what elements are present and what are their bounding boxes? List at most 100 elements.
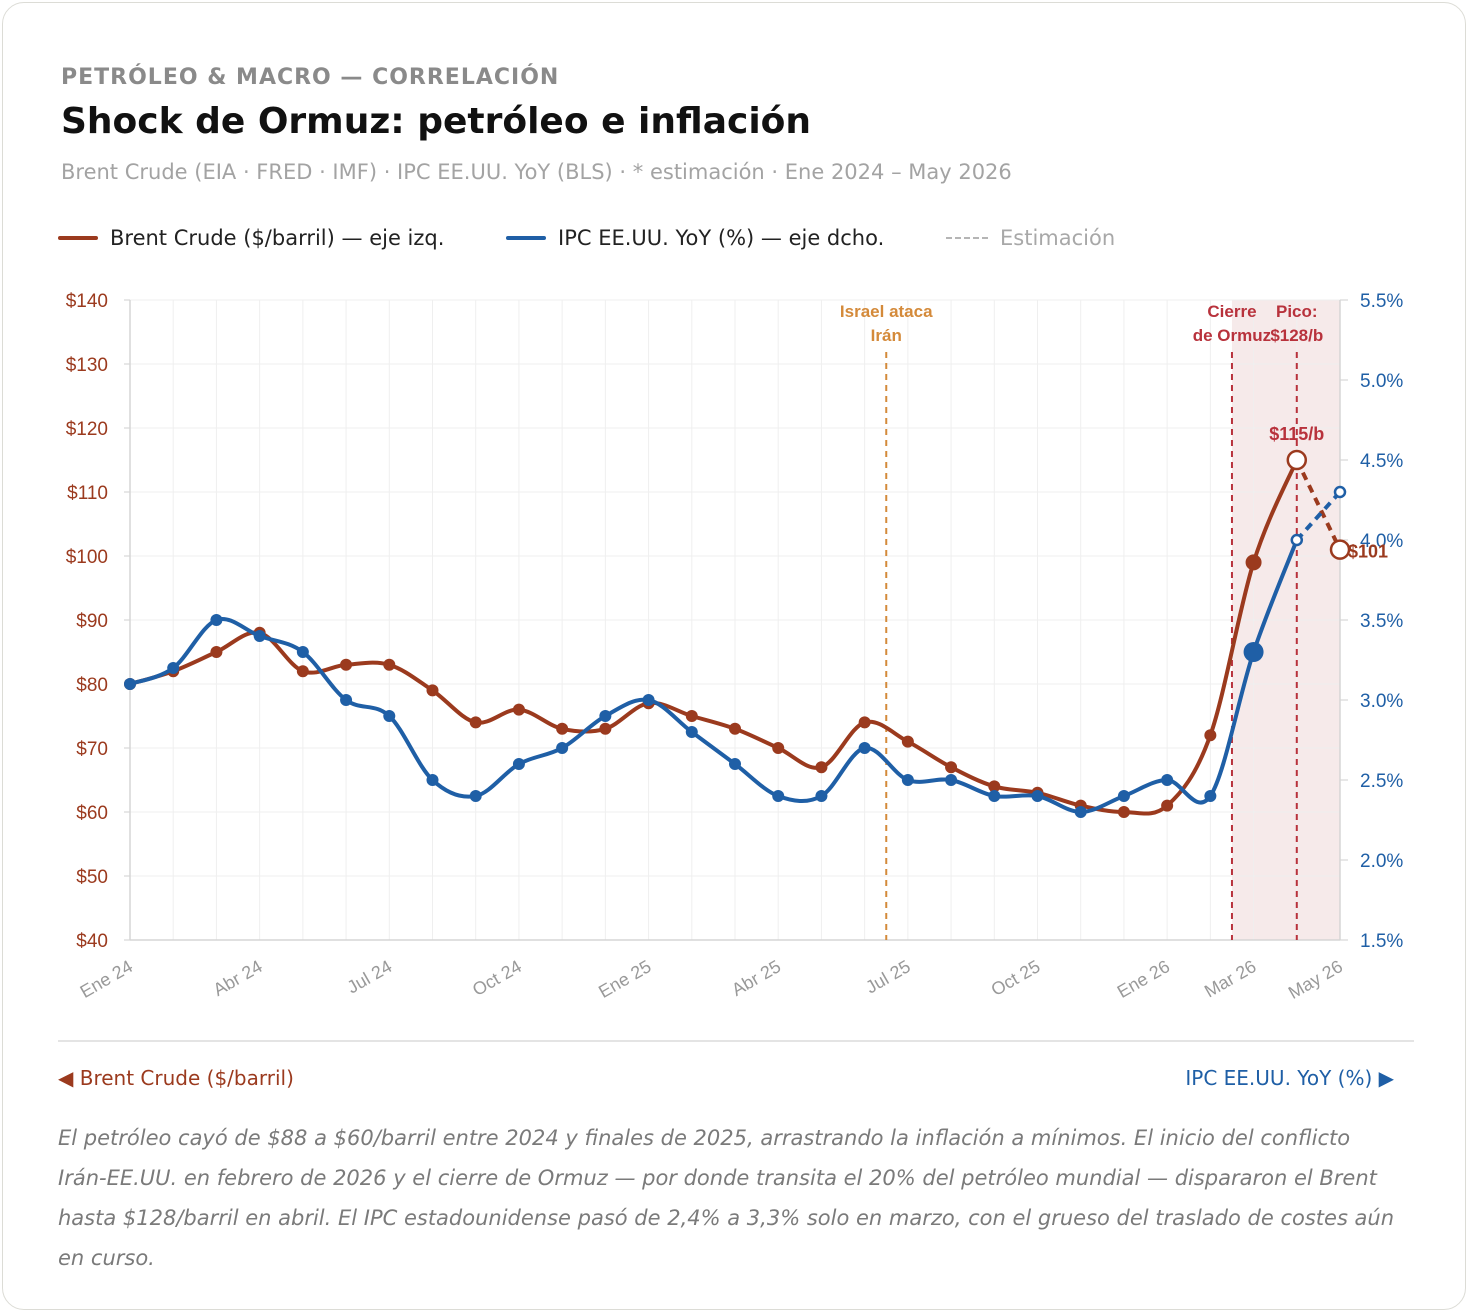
data-point-brent [340, 658, 353, 671]
data-point-cpi [1074, 806, 1087, 818]
chart-plot: $40 $50 $60 $70 $80 $90 $100 $110 $120 $130 $140 1.… [66, 291, 1404, 1003]
y-left-tick-label: $140 [66, 291, 108, 312]
event-label: Cierre [1207, 302, 1256, 321]
x-tick-label: Ene 24 [77, 956, 136, 1002]
data-point-brent [599, 722, 612, 735]
y-left-tick-label: $90 [76, 611, 108, 632]
event-label: Israel ataca [840, 302, 933, 321]
data-point-brent [1245, 554, 1262, 571]
data-point-cpi [512, 758, 525, 770]
event-label: Pico: [1276, 302, 1318, 321]
data-point-cpi [1204, 790, 1217, 802]
data-point-brent [772, 742, 785, 754]
x-tick-label: May 26 [1285, 956, 1346, 1003]
data-point-brent [1286, 449, 1308, 471]
data-point-cpi [253, 630, 266, 642]
data-point-brent [512, 703, 525, 716]
y-left-tick-label: $70 [76, 739, 108, 760]
data-label: $101 [1348, 542, 1388, 562]
data-point-cpi [988, 790, 1001, 802]
data-point-cpi [383, 710, 396, 722]
y-left-tick-label: $60 [76, 803, 108, 824]
data-point-brent [469, 716, 482, 729]
data-point-cpi [167, 662, 180, 674]
y-right-tick-label: 1.5% [1360, 931, 1403, 952]
y-left-tick-label: $80 [76, 675, 108, 696]
data-point-cpi [1031, 790, 1044, 802]
data-point-brent [901, 735, 914, 748]
x-tick-label: Jul 25 [862, 956, 914, 997]
y-left-tick-label: $120 [66, 419, 108, 440]
data-point-cpi [901, 774, 914, 786]
nav-next-series[interactable]: IPC EE.UU. YoY (%) ▶ [1185, 1066, 1394, 1090]
y-right-tick-label: 5.0% [1360, 371, 1403, 392]
data-point-brent [945, 761, 958, 774]
data-point-brent [988, 780, 1001, 793]
data-point-brent [858, 716, 871, 729]
event-label: Irán [871, 326, 902, 345]
subtitle: Brent Crude (EIA · FRED · IMF) · IPC EE.… [61, 160, 1012, 184]
data-point-cpi [815, 790, 828, 802]
y-left-tick-label: $110 [67, 483, 108, 504]
chart-caption: El petróleo cayó de $88 a $60/barril ent… [58, 1126, 1395, 1270]
data-label: $115/b [1269, 424, 1324, 444]
data-point-cpi [340, 694, 353, 706]
data-point-brent [685, 710, 698, 722]
y-left-tick-label: $130 [66, 355, 108, 376]
data-point-cpi [1290, 533, 1304, 547]
data-point-cpi [1117, 790, 1130, 802]
x-tick-label: Ene 25 [595, 956, 654, 1002]
data-point-brent [1329, 539, 1351, 560]
data-point-brent [426, 684, 439, 697]
data-point-cpi [1243, 642, 1264, 662]
y-left-tick-label: $100 [66, 547, 108, 568]
legend-item-cpi[interactable]: IPC EE.UU. YoY (%) — eje dcho. [506, 226, 884, 250]
data-point-cpi [556, 742, 569, 754]
legend-swatch-brent [58, 236, 98, 240]
nav-prev-series[interactable]: ◀ Brent Crude ($/barril) [58, 1066, 294, 1090]
data-point-cpi [426, 774, 439, 786]
x-tick-label: Abr 25 [728, 956, 784, 1000]
legend-label-brent: Brent Crude ($/barril) — eje izq. [110, 226, 445, 250]
data-point-cpi [772, 790, 785, 802]
data-point-brent [815, 761, 828, 774]
y-left-tick-label: $50 [76, 867, 108, 888]
x-tick-label: Ene 26 [1114, 956, 1173, 1002]
data-point-cpi [642, 694, 655, 706]
data-point-brent [729, 722, 741, 735]
legend-label-estimate: Estimación [1000, 226, 1116, 250]
x-tick-label: Mar 26 [1201, 956, 1260, 1001]
legend-swatch-cpi [506, 236, 546, 240]
y-right-tick-label: 4.0% [1360, 531, 1403, 552]
data-point-brent [556, 722, 569, 735]
data-point-cpi [1333, 485, 1347, 499]
data-point-brent [210, 646, 223, 658]
event-label: $128/b [1270, 326, 1323, 345]
page-title: Shock de Ormuz: petróleo e inflación [61, 101, 812, 142]
data-point-cpi [124, 678, 136, 690]
series-estimate-brent [1294, 459, 1342, 551]
legend-item-estimate[interactable]: Estimación [946, 226, 1115, 250]
data-point-brent [296, 665, 309, 678]
y-left-tick-label: $40 [76, 931, 108, 952]
data-point-cpi [599, 710, 612, 722]
x-tick-label: Oct 25 [988, 956, 1044, 1000]
series-line-brent [128, 458, 1299, 816]
data-point-cpi [858, 742, 871, 754]
data-point-brent [1161, 799, 1174, 812]
data-point-cpi [685, 726, 698, 738]
y-right-tick-label: 2.0% [1360, 851, 1403, 872]
data-point-cpi [1161, 774, 1174, 786]
data-point-cpi [210, 614, 223, 626]
data-point-cpi [469, 790, 482, 802]
data-point-brent [1204, 729, 1217, 742]
y-right-tick-label: 4.5% [1360, 451, 1403, 472]
divider [58, 1040, 1414, 1042]
x-tick-label: Abr 24 [210, 956, 266, 1000]
data-point-cpi [945, 774, 958, 786]
data-point-cpi [296, 646, 309, 658]
legend-item-brent[interactable]: Brent Crude ($/barril) — eje izq. [58, 226, 444, 250]
y-right-tick-label: 5.5% [1360, 291, 1403, 312]
data-point-brent [383, 658, 396, 671]
